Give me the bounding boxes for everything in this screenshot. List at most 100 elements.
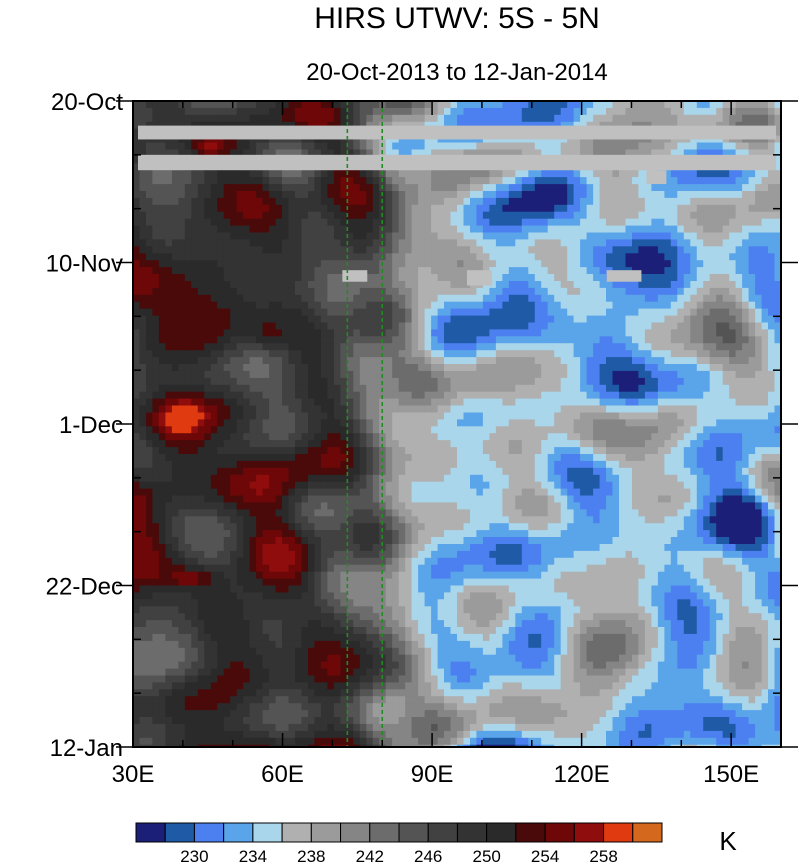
heat-cell: [405, 717, 413, 725]
heat-cell: [158, 239, 166, 247]
heat-cell: [392, 550, 400, 559]
heat-cell: [223, 689, 231, 697]
heat-cell: [146, 114, 154, 123]
heat-cell: [288, 523, 296, 531]
heat-cell: [372, 696, 380, 704]
heat-cell: [133, 191, 141, 199]
heat-cell: [288, 281, 296, 289]
heat-cell: [171, 599, 179, 607]
heat-cell: [249, 114, 257, 123]
heat-cell: [210, 530, 218, 538]
heat-cell: [457, 204, 465, 213]
heat-cell: [314, 537, 322, 545]
heat-cell: [353, 640, 361, 649]
heat-cell: [308, 384, 316, 393]
heat-cell: [340, 703, 348, 711]
heat-cell: [359, 661, 367, 670]
heat-cell: [152, 149, 160, 157]
heat-cell: [444, 225, 452, 234]
heat-cell: [424, 537, 432, 545]
heat-cell: [346, 315, 354, 324]
heat-cell: [275, 571, 283, 580]
heat-cell: [353, 710, 361, 718]
heat-cell: [152, 301, 160, 310]
heat-cell: [372, 287, 380, 296]
heat-cell: [223, 370, 231, 379]
heat-cell: [340, 516, 348, 524]
heat-cell: [333, 481, 341, 490]
heat-cell: [320, 737, 328, 746]
heat-cell: [223, 364, 231, 372]
heat-cell: [359, 308, 367, 317]
heat-cell: [184, 578, 192, 587]
heat-cell: [450, 585, 458, 593]
heat-cell: [372, 308, 380, 317]
heat-cell: [288, 377, 296, 386]
heat-cell: [230, 627, 238, 635]
heat-cell: [249, 343, 257, 351]
heat-cell: [152, 661, 160, 670]
heat-cell: [424, 149, 432, 157]
heat-cell: [333, 336, 341, 344]
heat-cell: [320, 585, 328, 593]
heat-cell: [191, 703, 199, 711]
heat-cell: [392, 613, 400, 621]
heat-cell: [204, 481, 212, 490]
heat-cell: [191, 578, 199, 587]
heat-cell: [340, 315, 348, 324]
heat-cell: [320, 322, 328, 330]
heat-cell: [431, 460, 439, 469]
heat-cell: [405, 287, 413, 296]
heat-cell: [463, 239, 471, 247]
heat-cell: [359, 184, 367, 192]
heat-cell: [418, 322, 426, 330]
heat-cell: [457, 530, 465, 538]
heat-cell: [210, 225, 218, 234]
heat-cell: [476, 107, 484, 116]
heat-cell: [191, 654, 199, 663]
heat-cell: [282, 142, 290, 150]
heat-cell: [359, 481, 367, 490]
heat-cell: [333, 447, 341, 455]
heat-cell: [424, 689, 432, 697]
heat-cell: [405, 460, 413, 469]
heat-cell: [217, 454, 225, 462]
heat-cell: [431, 682, 439, 690]
heat-cell: [152, 218, 160, 227]
heat-cell: [450, 426, 458, 434]
heat-cell: [269, 177, 277, 185]
heat-cell: [450, 592, 458, 600]
heat-cell: [308, 419, 316, 427]
heat-cell: [197, 710, 205, 718]
heat-cell: [308, 516, 316, 524]
heat-cell: [152, 744, 160, 747]
heat-cell: [184, 391, 192, 400]
heat-cell: [152, 488, 160, 497]
heat-cell: [431, 391, 439, 400]
heat-cell: [295, 384, 303, 393]
heat-cell: [256, 467, 264, 476]
heat-cell: [256, 274, 264, 282]
heat-cell: [275, 357, 283, 365]
heat-cell: [333, 197, 341, 206]
heat-cell: [424, 737, 432, 746]
heat-cell: [301, 627, 309, 635]
heat-cell: [392, 467, 400, 476]
heat-cell: [223, 301, 231, 310]
heat-cell: [133, 564, 141, 573]
heat-cell: [308, 121, 316, 130]
heat-cell: [249, 370, 257, 379]
heat-cell: [171, 301, 179, 310]
heat-cell: [379, 661, 387, 670]
heat-cell: [314, 474, 322, 483]
heat-cell: [165, 287, 173, 296]
heat-cell: [295, 723, 303, 732]
heat-cell: [197, 592, 205, 600]
heat-cell: [139, 537, 147, 545]
heat-cell: [398, 419, 406, 427]
heat-cell: [385, 121, 393, 130]
heat-cell: [437, 315, 445, 324]
heat-cell: [359, 592, 367, 600]
heat-cell: [314, 405, 322, 413]
heat-cell: [327, 440, 335, 448]
